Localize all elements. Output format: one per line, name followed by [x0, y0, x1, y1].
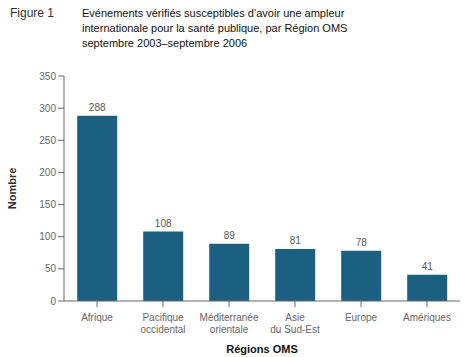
svg-text:250: 250	[39, 135, 56, 146]
svg-text:41: 41	[422, 261, 434, 272]
svg-text:Nombre: Nombre	[8, 168, 18, 210]
svg-text:350: 350	[39, 71, 56, 82]
svg-text:89: 89	[224, 230, 236, 241]
svg-text:50: 50	[45, 263, 57, 274]
svg-text:150: 150	[39, 199, 56, 210]
svg-text:100: 100	[39, 231, 56, 242]
svg-text:Afrique: Afrique	[81, 312, 113, 323]
svg-text:Amériques: Amériques	[403, 312, 451, 323]
svg-text:0: 0	[50, 296, 56, 307]
svg-text:Pacifiqueoccidental: Pacifiqueoccidental	[140, 312, 185, 335]
svg-text:81: 81	[290, 235, 302, 246]
svg-text:Méditerranéeorientale: Méditerranéeorientale	[200, 312, 259, 335]
svg-text:288: 288	[89, 102, 106, 113]
html-text:Evénements vérifiés susceptibl: Evénements vérifiés susceptibles d’avoir…	[82, 7, 348, 49]
svg-text:Asiedu Sud-Est: Asiedu Sud-Est	[270, 312, 320, 335]
svg-text:Europe: Europe	[345, 312, 378, 323]
svg-text:300: 300	[39, 103, 56, 114]
svg-text:200: 200	[39, 167, 56, 178]
svg-text:Régions OMS: Régions OMS	[226, 343, 298, 355]
svg-text:108: 108	[155, 218, 172, 229]
svg-text:78: 78	[356, 237, 368, 248]
html-text:Figure 1: Figure 1	[10, 6, 54, 20]
